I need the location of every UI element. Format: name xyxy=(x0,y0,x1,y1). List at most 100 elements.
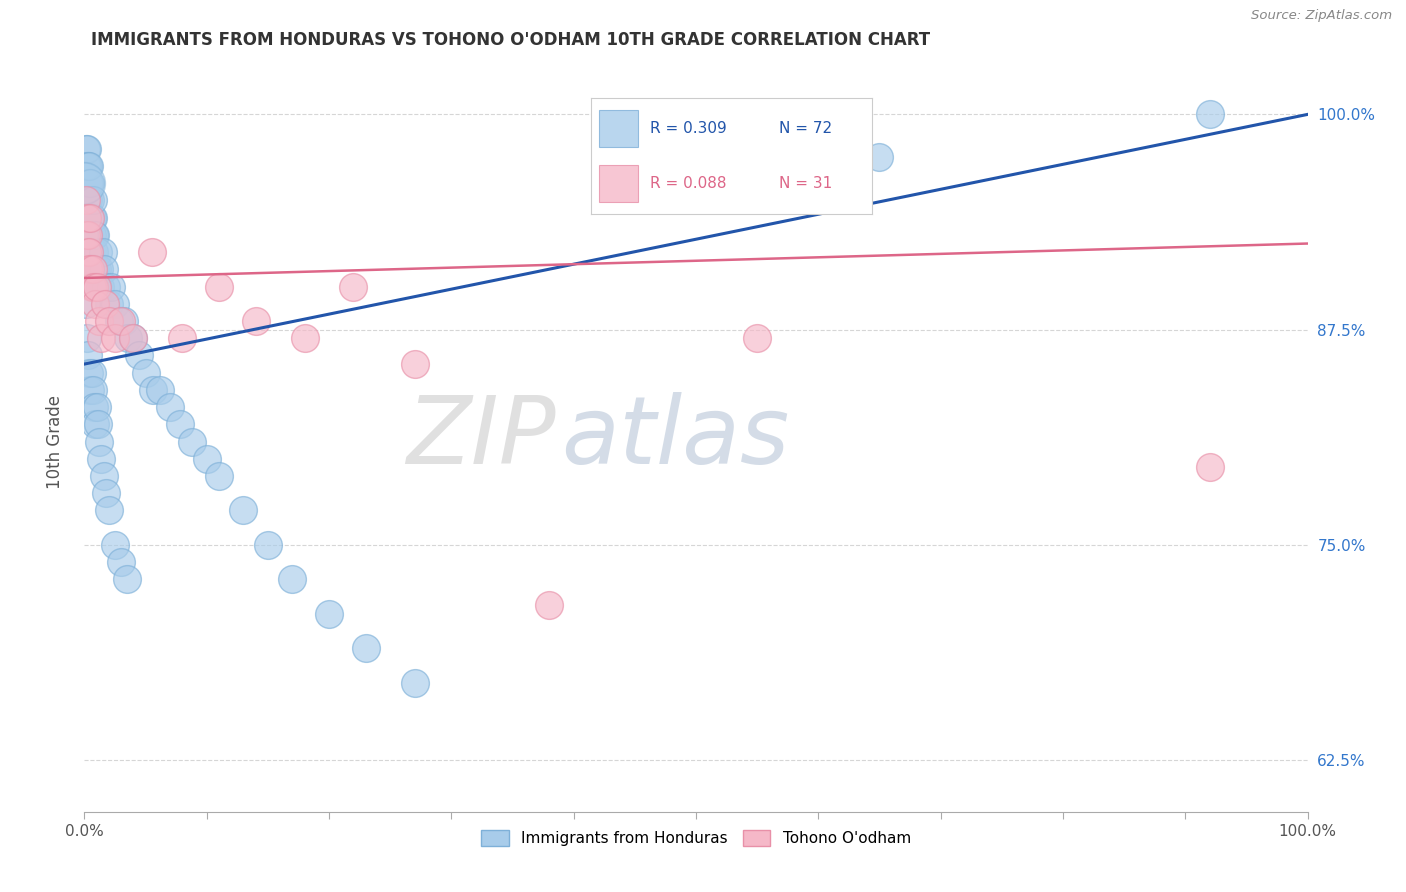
Point xyxy=(83,227,105,242)
Point xyxy=(122,331,145,345)
Point xyxy=(83,245,105,260)
Point xyxy=(80,366,103,380)
Point xyxy=(82,211,104,225)
Point xyxy=(73,176,96,190)
Point xyxy=(87,417,110,432)
Point xyxy=(232,503,254,517)
Point xyxy=(77,227,100,242)
Point xyxy=(73,227,96,242)
Point xyxy=(181,434,204,449)
Point xyxy=(75,297,97,311)
Point xyxy=(79,262,101,277)
Point xyxy=(77,262,100,277)
Point xyxy=(195,451,218,466)
Point xyxy=(87,434,110,449)
Point xyxy=(80,279,103,293)
Point xyxy=(169,417,191,432)
Point xyxy=(90,451,112,466)
Point xyxy=(89,279,111,293)
Point xyxy=(97,503,120,517)
Point xyxy=(80,227,103,242)
Bar xyxy=(599,165,638,202)
Point xyxy=(86,279,108,293)
Point xyxy=(172,331,194,345)
Point xyxy=(159,400,181,414)
Point xyxy=(1198,107,1220,121)
Point xyxy=(294,331,316,345)
Point xyxy=(93,262,115,277)
Point xyxy=(86,279,108,293)
Text: N = 31: N = 31 xyxy=(779,177,832,192)
Point xyxy=(104,297,127,311)
Point xyxy=(75,227,97,242)
Point xyxy=(869,151,891,165)
Point xyxy=(84,297,107,311)
Point xyxy=(79,176,101,190)
Point xyxy=(77,159,100,173)
Point xyxy=(257,538,280,552)
Point xyxy=(141,245,163,260)
Point xyxy=(96,486,118,500)
Point xyxy=(84,262,107,277)
Point xyxy=(97,297,120,311)
Point xyxy=(100,279,122,293)
Point xyxy=(86,262,108,277)
Point xyxy=(76,245,98,260)
Point xyxy=(75,159,97,173)
Point xyxy=(149,383,172,397)
Point xyxy=(1198,460,1220,475)
Point xyxy=(342,279,364,293)
Text: IMMIGRANTS FROM HONDURAS VS TOHONO O'ODHAM 10TH GRADE CORRELATION CHART: IMMIGRANTS FROM HONDURAS VS TOHONO O'ODH… xyxy=(91,31,931,49)
Point xyxy=(80,211,103,225)
Point xyxy=(281,572,304,586)
Point xyxy=(77,245,100,260)
Point xyxy=(135,366,157,380)
Y-axis label: 10th Grade: 10th Grade xyxy=(45,394,63,489)
Point xyxy=(97,314,120,328)
Point xyxy=(79,194,101,208)
Point xyxy=(112,314,135,328)
Text: R = 0.309: R = 0.309 xyxy=(650,120,727,136)
Point xyxy=(404,357,426,371)
Point xyxy=(83,400,105,414)
Point xyxy=(404,675,426,690)
Point xyxy=(75,142,97,156)
Point xyxy=(318,607,340,621)
Point xyxy=(208,279,231,293)
Point xyxy=(104,331,127,345)
Point xyxy=(538,598,561,612)
Point xyxy=(354,641,377,656)
Text: Source: ZipAtlas.com: Source: ZipAtlas.com xyxy=(1251,9,1392,22)
Point xyxy=(77,348,100,362)
Point xyxy=(110,555,132,569)
Point xyxy=(117,331,139,345)
Point xyxy=(87,245,110,260)
Point xyxy=(77,194,100,208)
Point xyxy=(82,383,104,397)
Point xyxy=(77,176,100,190)
Point xyxy=(107,314,129,328)
Point xyxy=(77,176,100,190)
Text: atlas: atlas xyxy=(561,392,790,483)
Point xyxy=(83,279,105,293)
Point xyxy=(84,227,107,242)
Point xyxy=(245,314,267,328)
Point xyxy=(142,383,165,397)
Point xyxy=(79,383,101,397)
Bar xyxy=(599,110,638,147)
Point xyxy=(86,400,108,414)
Point xyxy=(96,279,118,293)
Point xyxy=(87,262,110,277)
Point xyxy=(110,314,132,328)
Point xyxy=(79,211,101,225)
Point xyxy=(77,159,100,173)
Point xyxy=(76,211,98,225)
Point xyxy=(747,331,769,345)
Point xyxy=(94,297,117,311)
Point xyxy=(87,314,110,328)
Text: R = 0.088: R = 0.088 xyxy=(650,177,725,192)
Point xyxy=(91,245,114,260)
Point xyxy=(122,331,145,345)
Point xyxy=(208,469,231,483)
Point xyxy=(76,159,98,173)
